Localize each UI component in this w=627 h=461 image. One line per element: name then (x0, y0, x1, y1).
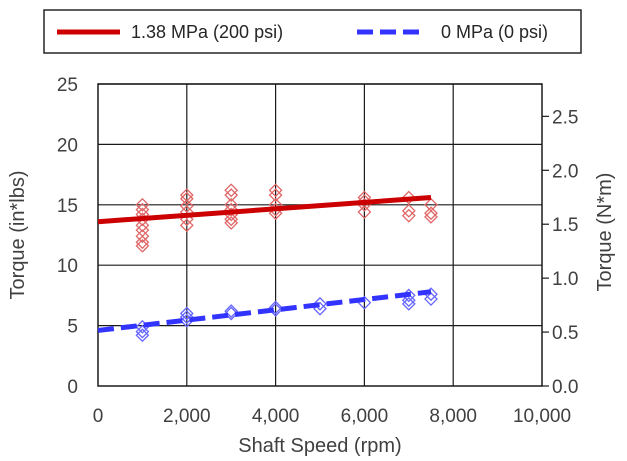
data-point-series-2 (268, 300, 283, 315)
data-point-series-2 (224, 306, 239, 321)
y2-tick-label: 1.0 (552, 269, 578, 290)
x-tick-label: 0 (93, 406, 104, 427)
data-point-series-1 (401, 190, 416, 205)
data-point-series-2 (224, 304, 239, 319)
data-point-series-1 (268, 188, 283, 203)
data-point-series-1 (424, 206, 438, 221)
x-axis-title: Shaft Speed (rpm) (238, 435, 401, 457)
x-tick-label: 4,000 (252, 406, 300, 427)
data-point-series-1 (179, 191, 194, 206)
data-point-series-1 (135, 229, 150, 244)
y-tick-label: 25 (57, 75, 78, 96)
y2-tick-label: 2.5 (552, 107, 578, 128)
data-point-series-2 (313, 296, 327, 311)
y-tick-label: 15 (57, 196, 78, 217)
data-point-series-1 (224, 183, 239, 198)
data-point-series-1 (357, 205, 372, 219)
data-point-series-1 (224, 212, 239, 227)
trend-lines (97, 195, 432, 333)
y-tick-label: 20 (57, 135, 78, 156)
legend: 1.38 MPa (200 psi) 0 MPa (0 psi) (43, 9, 582, 54)
y-tick-label: 10 (57, 256, 78, 277)
y2-tick-label: 0.5 (552, 323, 578, 344)
y2-tick-label: 1.5 (552, 215, 578, 236)
data-point-series-1 (224, 216, 239, 230)
data-point-series-1 (135, 197, 150, 212)
data-point-series-2 (179, 310, 194, 325)
data-point-series-2 (135, 324, 150, 339)
data-point-series-1 (401, 203, 416, 218)
y-tick-label: 5 (67, 317, 78, 338)
data-point-series-1 (135, 218, 150, 233)
legend-box (43, 9, 582, 54)
gridlines (98, 83, 542, 386)
y-axis-title: Torque (in*lbs) (7, 171, 29, 300)
x-tick-label: 10,000 (513, 406, 571, 427)
data-point-series-1 (135, 238, 150, 253)
data-point-series-1 (224, 202, 239, 217)
data-point-series-1 (179, 218, 194, 233)
x-tick-label: 8,000 (429, 406, 477, 427)
x-axis-ticks: 0 2,000 4,000 6,000 8,000 10,000 (93, 406, 571, 427)
y-axis-ticks: 0 5 10 15 20 25 (57, 75, 78, 398)
y2-axis-ticks: 0.0 0.5 1.0 1.5 2.0 2.5 (542, 107, 578, 398)
data-point-series-2 (424, 292, 438, 306)
data-point-series-1 (224, 188, 239, 203)
y-tick-label: 0 (67, 377, 78, 398)
y2-axis-title: Torque (N*m) (594, 173, 616, 292)
y2-tick-label: 2.0 (552, 161, 578, 182)
x-tick-label: 6,000 (341, 406, 389, 427)
data-point-series-2 (401, 296, 416, 311)
data-point-series-1 (135, 202, 150, 217)
data-point-series-1 (401, 208, 416, 223)
data-point-series-2 (401, 293, 416, 308)
data-point-series-1 (135, 235, 150, 250)
data-point-series-2 (179, 306, 194, 321)
plot-area-border (97, 83, 543, 387)
trend-line-series-1 (97, 195, 432, 225)
data-point-series-1 (268, 183, 283, 198)
trend-line-series-2 (97, 289, 432, 333)
data-point-series-1 (179, 205, 194, 219)
data-point-series-1 (179, 188, 194, 203)
x-tick-label: 2,000 (163, 406, 211, 427)
y2-tick-label: 0.0 (552, 377, 578, 398)
data-point-series-2 (135, 328, 150, 343)
data-point-series-1 (424, 209, 438, 224)
legend-label-series-1: 1.38 MPa (200 psi) (131, 22, 283, 42)
data-point-series-1 (357, 194, 372, 209)
legend-label-series-2: 0 MPa (0 psi) (441, 22, 548, 42)
data-point-series-1 (179, 199, 194, 213)
